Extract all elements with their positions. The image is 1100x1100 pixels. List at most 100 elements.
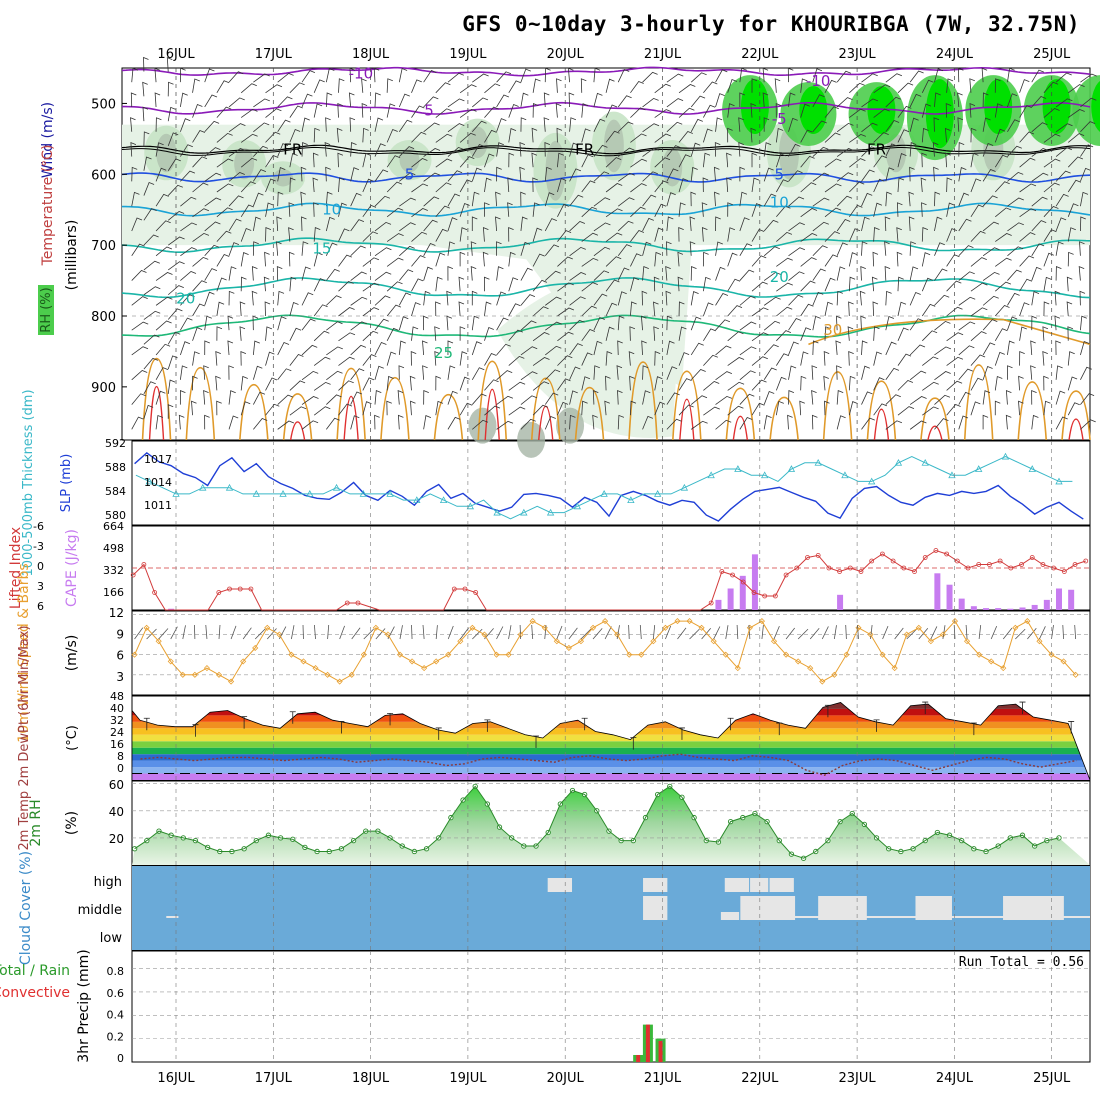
wind-barb	[180, 294, 195, 306]
wind-barb	[155, 343, 171, 356]
li-marker	[944, 551, 950, 557]
wind-barb	[884, 265, 891, 281]
wind-barb	[545, 321, 562, 331]
wind-barb	[982, 295, 999, 306]
wind-barb	[1080, 366, 1092, 380]
rh-dark-blob-9	[886, 133, 907, 173]
wind-barb	[228, 172, 245, 182]
wind-barb	[350, 296, 368, 306]
wind-barb	[508, 152, 515, 168]
contour-plus35	[732, 415, 749, 441]
cloud-patch	[724, 878, 750, 892]
wind-barb	[178, 414, 185, 430]
wind-barb	[215, 375, 221, 391]
wind-barb	[824, 207, 842, 218]
wind-barb	[654, 251, 662, 267]
wind-barb	[666, 418, 682, 430]
wind-barb	[630, 107, 646, 118]
wind-barb	[1043, 182, 1060, 193]
wind-barb	[642, 217, 654, 232]
wind-barb	[398, 67, 408, 83]
temp2m-tick: 24	[110, 726, 124, 739]
wind-barb	[179, 390, 186, 405]
upper-ylabel-wind: Wind (m/s)	[40, 102, 56, 178]
wind-barb	[422, 365, 428, 380]
wind-barb	[811, 414, 818, 430]
wind-barb	[471, 367, 485, 380]
wind-barb	[715, 345, 732, 356]
wind-barb	[944, 127, 951, 143]
minmax-tick	[922, 701, 929, 715]
wind10-marker	[915, 624, 922, 631]
wind-barb	[155, 142, 164, 157]
wind-barb	[399, 245, 415, 257]
wind-barb	[605, 375, 611, 391]
wind-barb	[739, 346, 757, 356]
wind-barb	[398, 340, 406, 356]
wind-barb	[142, 106, 149, 122]
wind-barb	[788, 318, 802, 331]
wind-barb	[873, 227, 880, 242]
wind-barb	[240, 375, 248, 391]
wind-barb	[1043, 375, 1049, 391]
wind-barb	[423, 219, 438, 232]
contour-plus30	[380, 376, 410, 441]
wind-barb	[654, 351, 661, 366]
wind-barb	[788, 92, 796, 108]
wind-barb	[981, 67, 988, 83]
wind-barb	[411, 183, 429, 193]
temp2m-tick: 0	[117, 762, 124, 775]
wind10-barb	[375, 628, 386, 640]
wind-barb	[131, 416, 144, 430]
minmax-tick	[873, 719, 880, 732]
contour-plus30	[282, 393, 313, 441]
wind-barb	[374, 414, 380, 430]
wind-barb	[593, 365, 600, 380]
day-label-bottom: 22JUL	[741, 1071, 779, 1086]
wind10-marker	[300, 658, 307, 665]
cloud-cover-panel	[132, 866, 1090, 950]
wind-barb	[520, 216, 528, 232]
wind-barb	[1007, 222, 1024, 232]
wind-barb	[265, 202, 274, 217]
wind-barb	[277, 167, 286, 182]
wind-barb	[239, 326, 246, 341]
wind-barb	[836, 195, 853, 207]
precip-tick: 0.4	[107, 1009, 125, 1022]
rh2m-units: (%)	[64, 811, 80, 835]
wind-barb	[873, 108, 890, 118]
clabel-5-a: 5	[405, 165, 415, 183]
wind-barb	[374, 169, 389, 182]
wind-barb	[446, 290, 452, 306]
wind-barb	[1055, 170, 1071, 182]
wind-barb	[1055, 340, 1061, 355]
wind-barb	[532, 332, 550, 342]
wind-barb	[812, 197, 830, 207]
wind-barb	[411, 255, 426, 267]
rh2m-tick: 20	[109, 832, 124, 846]
wind-barb	[946, 202, 955, 217]
wind-barb	[690, 316, 702, 331]
wind-barb	[617, 414, 625, 430]
wind-barb	[751, 255, 767, 267]
minmax-tick	[338, 721, 345, 734]
upper-ylabel-units: (millibars)	[64, 220, 80, 291]
wind10-barb	[459, 627, 470, 640]
wind-barb	[921, 227, 929, 242]
wind-barb	[1080, 144, 1094, 157]
wind-barb	[374, 365, 384, 380]
wind-barb	[847, 326, 854, 341]
cape-bar	[970, 606, 977, 610]
wind-barb	[849, 133, 866, 143]
cape-bar	[837, 594, 844, 610]
wind-barb	[666, 145, 681, 157]
wind-barb	[508, 381, 526, 391]
wind-barb	[994, 305, 1010, 317]
wind-barb	[228, 195, 244, 207]
wind-barb	[520, 241, 531, 256]
wind10-barb	[773, 625, 780, 640]
wind-barb	[678, 154, 691, 168]
wind-barb	[373, 67, 380, 83]
wind-barb	[897, 353, 912, 366]
wind-barb	[265, 131, 281, 143]
